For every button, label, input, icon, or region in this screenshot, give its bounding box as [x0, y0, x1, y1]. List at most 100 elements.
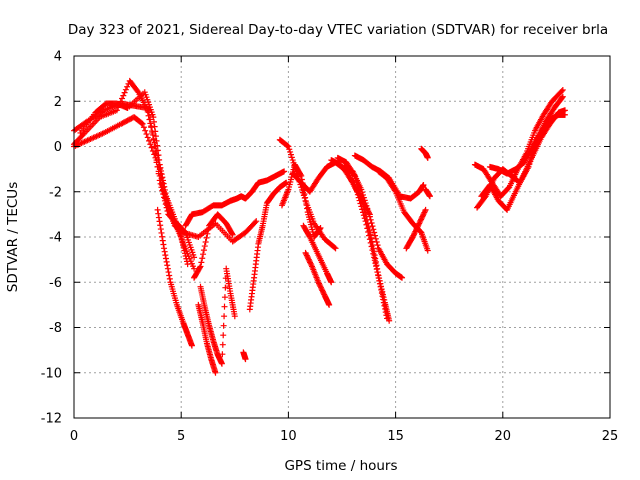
- data-point: [113, 107, 120, 114]
- data-point: [205, 226, 212, 233]
- data-point: [154, 147, 161, 154]
- data-point: [154, 142, 161, 149]
- data-point: [283, 179, 290, 186]
- data-point: [377, 280, 384, 287]
- data-point: [122, 86, 129, 93]
- data-point: [153, 159, 160, 166]
- data-point: [284, 142, 291, 149]
- data-point: [414, 224, 421, 231]
- data-point: [221, 313, 228, 320]
- data-point: [412, 228, 419, 235]
- data-point: [331, 244, 338, 251]
- data-point: [409, 234, 416, 240]
- data-point: [287, 151, 294, 158]
- data-point: [381, 296, 388, 303]
- data-point: [139, 120, 146, 127]
- data-point: [420, 212, 427, 219]
- data-point: [287, 148, 294, 155]
- data-point: [202, 238, 209, 245]
- data-point: [142, 127, 149, 134]
- data-point: [151, 123, 158, 130]
- x-tick-label: 10: [280, 429, 297, 444]
- data-point: [166, 275, 173, 282]
- data-point: [242, 356, 249, 363]
- series-track-f: [182, 193, 249, 229]
- data-point: [424, 247, 431, 254]
- data-point: [369, 223, 376, 230]
- data-point: [317, 284, 324, 291]
- data-point: [188, 342, 195, 349]
- data-point: [303, 252, 310, 259]
- data-point: [373, 238, 380, 245]
- data-point: [197, 263, 204, 270]
- data-point: [416, 219, 423, 226]
- data-point: [316, 281, 323, 288]
- data-point: [191, 254, 198, 261]
- data-point: [145, 112, 152, 119]
- data-point: [285, 143, 292, 150]
- data-point: [155, 210, 162, 217]
- data-point: [152, 128, 159, 135]
- data-point: [332, 245, 339, 252]
- series-track-k: [246, 179, 290, 313]
- data-point: [561, 111, 568, 118]
- data-point: [198, 259, 205, 266]
- data-point: [421, 209, 428, 216]
- data-point: [418, 216, 425, 223]
- data-point: [361, 197, 368, 204]
- data-point: [219, 351, 226, 358]
- data-point: [386, 317, 393, 324]
- data-point: [414, 223, 421, 230]
- data-point: [229, 230, 236, 237]
- data-point: [147, 141, 154, 148]
- y-tick-label: 0: [54, 140, 62, 155]
- data-point: [317, 224, 324, 231]
- y-tick-label: -2: [49, 185, 62, 200]
- data-point: [146, 137, 153, 144]
- data-point: [422, 206, 429, 213]
- data-point: [220, 332, 227, 339]
- data-point: [303, 251, 310, 258]
- data-point: [154, 206, 161, 213]
- series-track-i: [195, 301, 219, 376]
- data-point: [418, 214, 425, 221]
- data-point: [307, 259, 314, 266]
- series-track-ab: [486, 111, 568, 177]
- data-point: [200, 251, 207, 258]
- data-point: [307, 260, 314, 267]
- series-track-t: [341, 163, 406, 281]
- data-point: [196, 264, 203, 271]
- data-point: [372, 235, 379, 242]
- data-point: [365, 208, 372, 215]
- data-point: [302, 249, 309, 256]
- series-track-ac: [422, 186, 433, 200]
- data-point: [120, 92, 127, 99]
- data-point: [420, 181, 427, 188]
- data-point: [162, 252, 169, 259]
- data-point: [379, 291, 386, 298]
- data-point: [157, 164, 164, 171]
- data-point: [191, 265, 198, 272]
- data-point: [372, 258, 379, 265]
- data-point: [305, 256, 312, 263]
- data-point: [158, 181, 165, 188]
- data-point: [124, 83, 131, 90]
- series-track-p: [302, 249, 333, 308]
- data-point: [360, 191, 367, 198]
- chart-title: Day 323 of 2021, Sidereal Day-to-day VTE…: [68, 22, 608, 38]
- data-point: [147, 120, 154, 127]
- data-point: [559, 93, 566, 100]
- data-point: [159, 186, 166, 193]
- data-point: [364, 205, 371, 212]
- y-tick-label: -4: [49, 231, 62, 246]
- data-point: [417, 217, 424, 224]
- series-track-e: [154, 206, 195, 349]
- data-point: [370, 226, 377, 233]
- data-point: [365, 224, 372, 231]
- data-point: [212, 369, 219, 376]
- data-point: [374, 242, 381, 249]
- data-point: [399, 274, 406, 281]
- data-point: [379, 288, 386, 295]
- data-point: [231, 313, 238, 320]
